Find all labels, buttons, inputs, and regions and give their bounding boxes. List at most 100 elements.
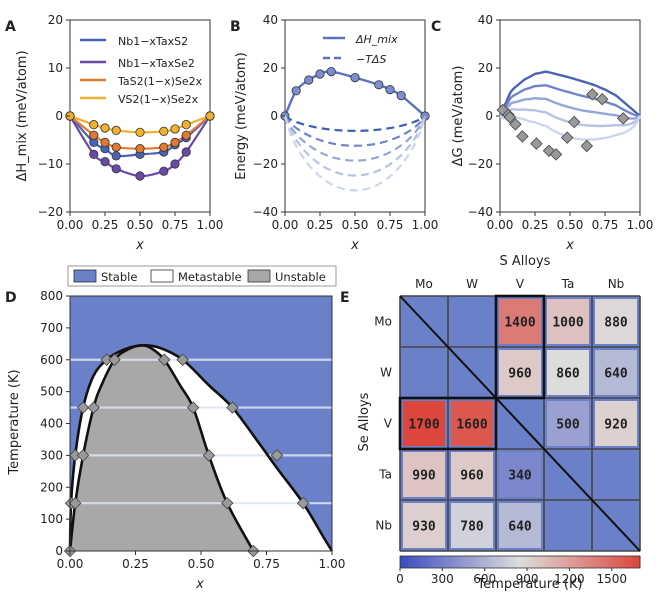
- free-energy-line: [498, 70, 641, 117]
- data-point: [170, 124, 180, 134]
- panel-label-d: D: [5, 290, 17, 306]
- x-tick-label: 0.25: [92, 218, 119, 232]
- colorbar-segment: [496, 556, 501, 568]
- data-point: [181, 130, 191, 140]
- y-axis-label-e: Se Alloys: [357, 392, 372, 451]
- heatmap-value: 1600: [456, 418, 487, 433]
- entropy-line: [283, 115, 427, 177]
- y-tick-label: 20: [478, 61, 493, 75]
- y-tick-label: 700: [40, 321, 63, 335]
- data-point: [100, 157, 110, 167]
- panel-a: A Nb1−xTaxS2 Nb1−xTaxSe2 TaS2(1−x)Se2x V…: [5, 13, 223, 253]
- colorbar-segment: [548, 556, 553, 568]
- diagonal-line: [399, 295, 641, 552]
- phase-marker: [69, 496, 82, 510]
- colorbar-tick-label: 600: [473, 572, 496, 586]
- heatmap-value: 960: [460, 469, 484, 484]
- phase-diagram-d: [63, 295, 334, 558]
- colorbar-segment: [420, 556, 425, 568]
- x-tick-label: 1.00: [197, 218, 224, 232]
- tangent-marker: [567, 115, 581, 129]
- data-point: [170, 137, 180, 147]
- heatmap-value: 860: [556, 367, 580, 382]
- colorbar-tick-label: 900: [516, 572, 539, 586]
- legend-label: VS2(1−x)Se2x: [118, 93, 199, 106]
- heatmap-cell: [499, 350, 541, 395]
- x-tick-label: 0.00: [272, 218, 299, 232]
- phase-marker: [158, 353, 171, 366]
- heatmap-value: 340: [508, 469, 532, 484]
- heatmap-value: 880: [604, 316, 628, 331]
- tangent-marker: [595, 92, 609, 106]
- phase-marker: [176, 353, 189, 366]
- colorbar-segment: [432, 556, 437, 568]
- y-tick-label: 600: [40, 353, 63, 367]
- column-label: V: [516, 277, 525, 291]
- x-ticks-a: 0.00 0.25 0.50 0.75 1.00: [57, 212, 224, 232]
- legend-swatch-metastable: [150, 269, 174, 283]
- colorbar-segment: [596, 556, 601, 568]
- colorbar-segment: [584, 556, 589, 568]
- x-axis-label-b: x: [350, 238, 359, 253]
- data-point: [205, 111, 215, 121]
- phase-marker: [186, 401, 200, 414]
- data-point: [89, 120, 99, 130]
- panel-label-a: A: [5, 19, 16, 35]
- data-point: [396, 91, 406, 101]
- colorbar-segment: [532, 556, 537, 568]
- colorbar-segment: [416, 556, 421, 568]
- y-tick-label: 40: [263, 13, 278, 27]
- heatmap-value: 920: [604, 418, 628, 433]
- phase-marker: [76, 401, 90, 414]
- tangent-marker: [503, 110, 517, 124]
- x-axis-label-c: x: [565, 238, 574, 253]
- colorbar-segment: [428, 556, 433, 568]
- data-point: [326, 67, 336, 77]
- plot-frame-a: [69, 19, 211, 213]
- heatmap-e: 1400 1000 880 960 860 640 1700 1600 500 920 990 960…: [374, 277, 641, 552]
- data-point: [100, 123, 110, 133]
- x-ticks-d: 0.00 0.25 0.50 0.75 1.00: [57, 551, 346, 571]
- colorbar-segment: [544, 556, 549, 568]
- y-ticks-d: 0 100 200 300 400 500 600 700 800: [40, 289, 70, 558]
- data-point: [89, 149, 99, 159]
- data-point: [111, 151, 121, 161]
- x-tick-label: 0.50: [127, 218, 154, 232]
- column-label: Nb: [608, 277, 625, 291]
- colorbar-segment: [504, 556, 509, 568]
- heatmap-value: 930: [412, 520, 436, 535]
- x-tick-label: 1.00: [627, 218, 654, 232]
- colorbar-segment: [572, 556, 577, 568]
- y-tick-label: 300: [40, 448, 63, 462]
- entropy-line: [283, 115, 427, 162]
- tangent-marker: [530, 137, 543, 150]
- row-label: Nb: [375, 519, 392, 533]
- colorbar-segment: [560, 556, 565, 568]
- colorbar-segment: [540, 556, 545, 568]
- x-tick-label: 0.25: [522, 218, 549, 232]
- x-tick-label: 0.75: [592, 218, 619, 232]
- panel-label-e: E: [340, 290, 350, 306]
- tangent-marker: [616, 112, 630, 125]
- data-point: [181, 147, 191, 157]
- colorbar-segment: [444, 556, 449, 568]
- x-tick-label: 0.75: [162, 218, 189, 232]
- legend-swatch-unstable: [247, 269, 271, 283]
- x-tick-label: 1.00: [319, 557, 346, 571]
- y-tick-label: 10: [48, 61, 63, 75]
- x-tick-label: 1.00: [412, 218, 439, 232]
- phase-marker: [220, 496, 234, 510]
- colorbar-segment: [624, 556, 629, 568]
- row-label: W: [380, 366, 392, 380]
- colorbar-segment: [608, 556, 613, 568]
- phase-marker: [202, 449, 216, 462]
- colorbar-segment: [456, 556, 461, 568]
- colorbar-segment: [488, 556, 493, 568]
- heatmap-value: 640: [604, 367, 628, 382]
- y-tick-label: −20: [253, 157, 278, 171]
- y-tick-label: 20: [263, 61, 278, 75]
- legend-b: ΔH_mix −TΔS: [323, 33, 398, 66]
- heatmap-value: 1700: [408, 418, 439, 433]
- y-tick-label: 0: [485, 109, 493, 123]
- spinodal-line: [68, 344, 255, 552]
